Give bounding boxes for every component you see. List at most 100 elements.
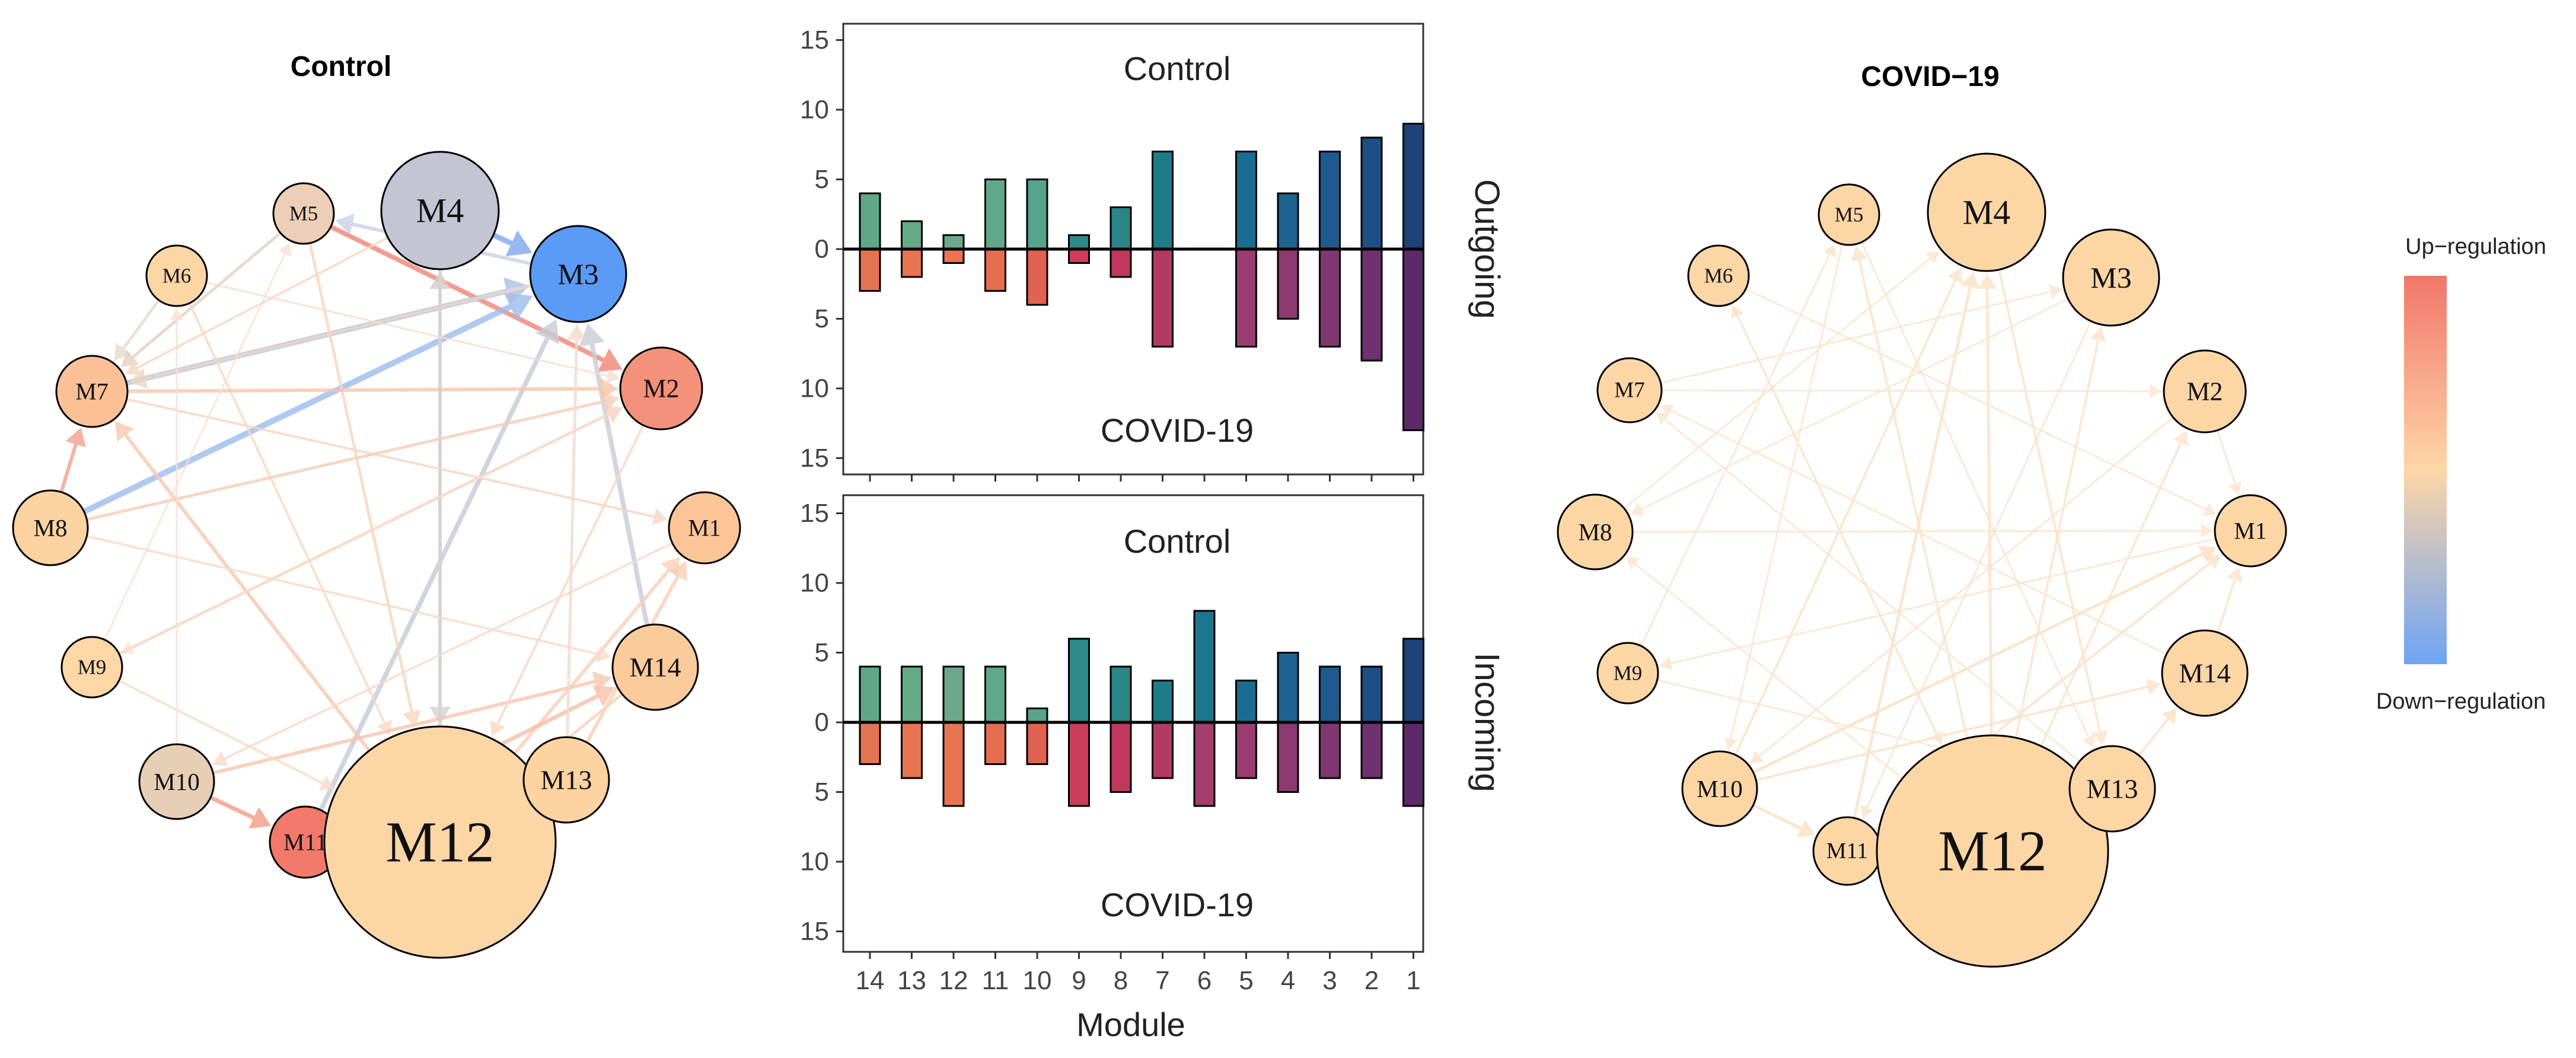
- bar-covid-module-7: [1152, 248, 1174, 348]
- y-tick-label: 5: [815, 165, 829, 194]
- node-m8[interactable]: M8: [1557, 493, 1634, 571]
- node-label: M8: [34, 514, 68, 541]
- node-label: M9: [78, 656, 107, 679]
- bar-control-module-13: [901, 665, 923, 724]
- bar-control-module-9: [1068, 234, 1090, 250]
- bar-control-module-10: [1026, 179, 1048, 250]
- bar-control-module-11: [984, 179, 1006, 250]
- node-label: M14: [630, 652, 681, 683]
- node-label: M7: [75, 378, 109, 405]
- node-m14[interactable]: M14: [2161, 629, 2249, 717]
- node-m9[interactable]: M9: [1596, 642, 1659, 705]
- network-title: Control: [291, 51, 392, 82]
- edge-m7-to-m3: [1660, 285, 2062, 384]
- y-tick-label: 5: [815, 777, 829, 807]
- node-m1[interactable]: M1: [2214, 494, 2287, 568]
- bar-covid-module-13: [901, 248, 923, 278]
- bar-control-module-14: [859, 192, 881, 250]
- bar-covid-module-10: [1026, 248, 1048, 306]
- node-m7[interactable]: M7: [55, 355, 129, 428]
- edge-m6-to-m12: [188, 302, 393, 735]
- node-m10[interactable]: M10: [1681, 750, 1758, 827]
- x-tick-label: 9: [1072, 966, 1086, 995]
- legend-gradient: [2404, 276, 2447, 664]
- node-m6[interactable]: M6: [145, 244, 208, 307]
- facet-label: Incoming: [1468, 652, 1506, 792]
- bar-chart-outgoing: 15 10 5 0 5 10 15 Control COVID-19 Outgoing: [800, 23, 1506, 482]
- node-m9[interactable]: M9: [60, 636, 123, 699]
- y-tick-label: 10: [800, 374, 829, 403]
- node-m8[interactable]: M8: [12, 489, 89, 566]
- edge-m8-to-m14: [85, 535, 611, 662]
- edge-m6-to-m7: [114, 298, 161, 361]
- bar-control-module-7: [1152, 680, 1174, 724]
- node-m5[interactable]: M5: [1818, 183, 1880, 246]
- node-m12[interactable]: M12: [323, 725, 557, 959]
- edge-m9-to-m5: [1640, 244, 1837, 647]
- node-label: M14: [2179, 658, 2231, 689]
- bar-control-module-1: [1402, 123, 1424, 250]
- bar-covid-module-10: [1026, 721, 1048, 765]
- node-m14[interactable]: M14: [611, 623, 699, 711]
- node-m1[interactable]: M1: [668, 491, 741, 565]
- edge-m6-to-m2: [205, 282, 619, 383]
- bar-covid-module-2: [1360, 248, 1383, 362]
- node-label: M4: [1963, 193, 2011, 232]
- node-m2[interactable]: M2: [619, 346, 703, 431]
- edge-m4-to-m13: [1998, 268, 2108, 745]
- edge-m5-to-m13: [1860, 241, 2096, 748]
- edge-m10-to-m14: [211, 671, 612, 775]
- node-m12[interactable]: M12: [1876, 734, 2109, 968]
- edge-m14-to-m1: [2216, 566, 2243, 634]
- edge-m2-to-m1: [2216, 429, 2242, 495]
- bar-control-module-9: [1068, 638, 1090, 724]
- node-label: M2: [643, 374, 679, 403]
- bar-covid-module-7: [1152, 721, 1174, 779]
- x-tick-label: 1: [1406, 966, 1420, 995]
- edge-m6-to-m1: [1745, 288, 2217, 516]
- edge-m13-to-m7: [1656, 412, 2080, 763]
- node-m4[interactable]: M4: [1927, 152, 2046, 272]
- bar-control-module-8: [1110, 206, 1132, 250]
- x-tick-label: 13: [897, 966, 926, 995]
- x-tick-label: 5: [1239, 966, 1253, 995]
- node-m3[interactable]: M3: [2062, 228, 2160, 327]
- edge-m5-to-m10: [1724, 243, 1844, 750]
- edge-m4-to-m7: [125, 236, 390, 375]
- x-tick-label: 7: [1155, 966, 1169, 995]
- x-tick-label: 11: [982, 966, 1009, 995]
- x-axis: 14 13 12 11 10 9 8 7 6 5 4 3 2 1: [856, 966, 1421, 995]
- edge-m8-to-m4: [1623, 251, 1940, 509]
- node-m7[interactable]: M7: [1596, 357, 1663, 423]
- node-m10[interactable]: M10: [138, 743, 215, 820]
- node-label: M8: [1579, 518, 1612, 546]
- bar-control-module-2: [1360, 136, 1383, 250]
- node-m5[interactable]: M5: [272, 182, 335, 245]
- node-m3[interactable]: M3: [529, 225, 627, 323]
- node-m13[interactable]: M13: [2068, 745, 2156, 833]
- edge-m2-to-m10: [1750, 416, 2175, 764]
- bar-covid-module-4: [1277, 248, 1299, 320]
- y-axis: 15 10 5 0 5 10 15: [800, 499, 843, 946]
- x-tick-label: 6: [1197, 966, 1212, 995]
- network-edges: [1623, 241, 2243, 837]
- node-m6[interactable]: M6: [1687, 244, 1750, 307]
- node-m13[interactable]: M13: [522, 736, 610, 824]
- node-m2[interactable]: M2: [2163, 349, 2247, 434]
- node-m4[interactable]: M4: [380, 151, 500, 270]
- bar-covid-module-4: [1277, 721, 1299, 793]
- bar-control-module-10: [1026, 708, 1048, 724]
- edge-m11-to-m3: [318, 319, 559, 812]
- x-tick-label: 4: [1281, 966, 1295, 995]
- node-m11[interactable]: M11: [1812, 816, 1882, 886]
- node-label: M10: [154, 768, 199, 795]
- panel-top-label: Control: [1124, 50, 1231, 87]
- edge-m10-to-m11: [1752, 804, 1815, 837]
- edge-m9-to-m12: [117, 679, 335, 791]
- node-label: M13: [2087, 774, 2138, 804]
- bar-control-module-7: [1152, 151, 1174, 250]
- y-tick-label: 15: [800, 499, 829, 528]
- edge-m3-to-m11: [1860, 320, 2092, 818]
- bar-control-module-2: [1360, 665, 1383, 724]
